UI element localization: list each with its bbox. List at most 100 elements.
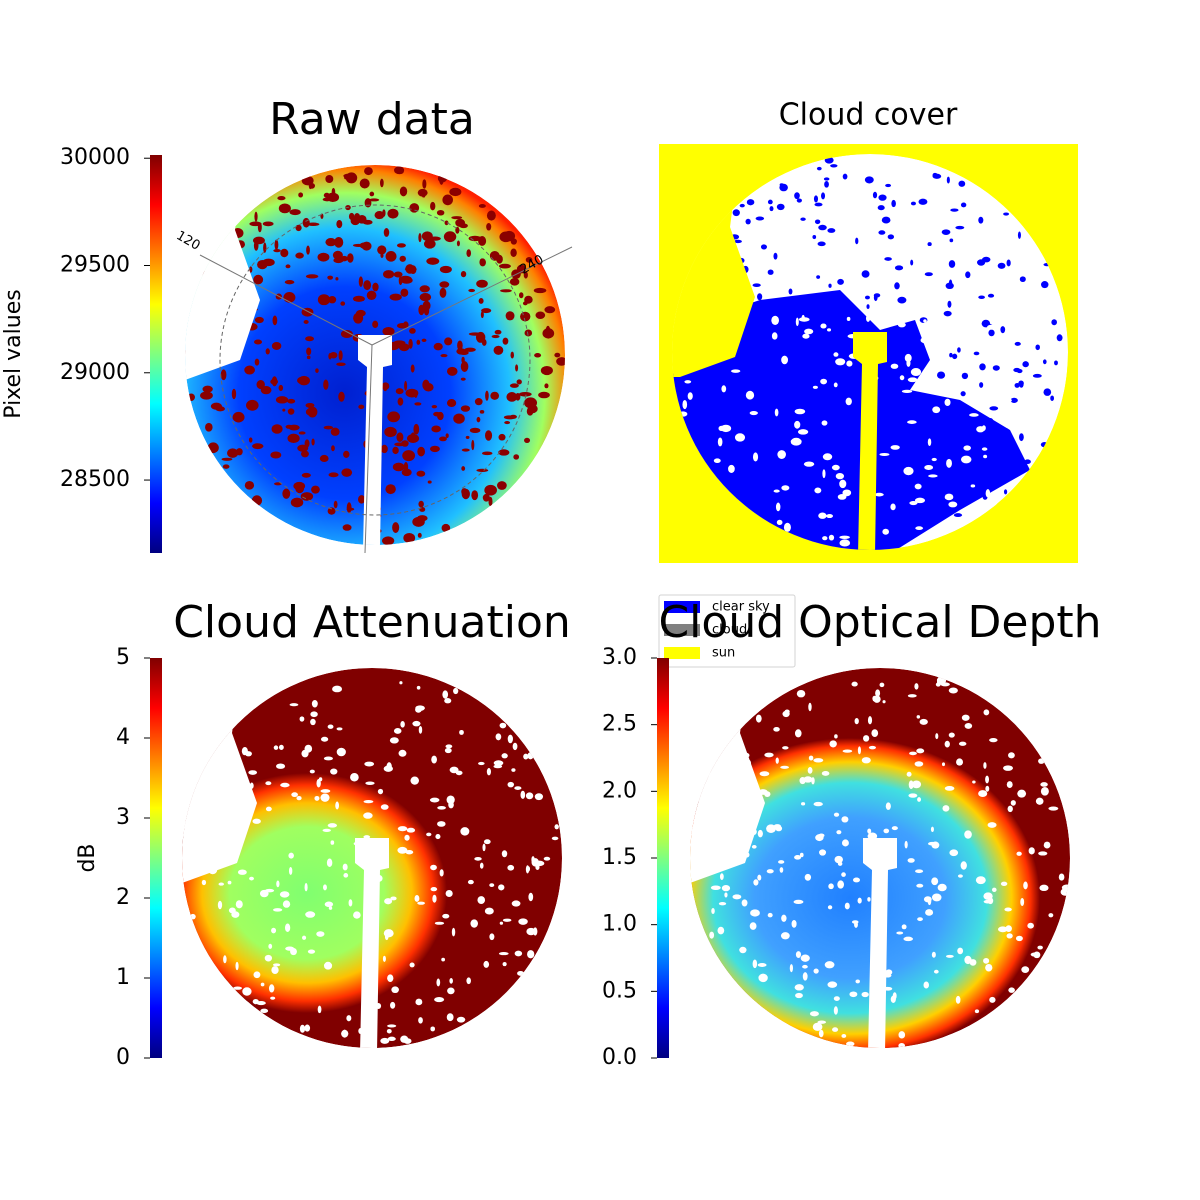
image-speck [393, 340, 406, 346]
image-speck [915, 526, 924, 531]
image-speck [970, 365, 979, 374]
image-speck [794, 729, 802, 738]
image-speck [997, 926, 1008, 933]
image-speck [486, 223, 492, 231]
image-speck [276, 763, 286, 769]
image-speck [416, 339, 421, 345]
image-speck [358, 276, 363, 287]
image-speck [443, 231, 457, 243]
image-speck [878, 230, 886, 235]
image-speck [430, 1026, 436, 1032]
image-speck [328, 906, 333, 910]
image-speck [554, 824, 559, 830]
image-speck [525, 865, 530, 874]
image-speck [395, 388, 404, 395]
image-speck [960, 202, 967, 208]
colorbar [657, 658, 669, 1058]
image-speck [218, 882, 224, 886]
image-speck [272, 315, 278, 326]
image-speck [500, 289, 512, 293]
image-speck [783, 522, 791, 532]
image-speck [875, 689, 881, 697]
image-speck [299, 716, 305, 722]
image-speck [833, 382, 838, 388]
image-speck [498, 449, 510, 456]
image-speck [841, 1034, 847, 1038]
image-speck [205, 422, 213, 432]
image-speck [254, 339, 263, 345]
cloud-region [672, 290, 1030, 550]
image-speck [833, 996, 840, 1001]
image-speck [751, 844, 757, 849]
image-speck [820, 378, 828, 385]
image-speck [187, 393, 195, 401]
image-speck [981, 319, 991, 328]
image-speck [852, 877, 860, 883]
image-speck [1000, 317, 1005, 325]
image-speck [767, 269, 774, 275]
image-speck [746, 199, 755, 206]
image-speck [824, 181, 829, 188]
image-speck [745, 218, 751, 225]
image-speck [544, 383, 549, 389]
image-speck [510, 351, 515, 359]
image-speck [509, 278, 520, 286]
image-speck [987, 822, 997, 828]
image-speck [265, 781, 272, 786]
image-speck [283, 292, 296, 303]
image-speck [767, 912, 773, 918]
image-speck [1013, 367, 1021, 373]
image-speck [343, 873, 349, 878]
image-speck [1048, 913, 1054, 918]
image-speck [822, 453, 833, 461]
image-speck [479, 258, 485, 265]
image-speck [540, 365, 553, 376]
image-speck [1050, 395, 1054, 401]
image-speck [821, 771, 830, 776]
image-speck [749, 922, 757, 930]
image-speck [972, 780, 976, 784]
image-speck [244, 480, 255, 490]
image-speck [941, 762, 946, 767]
image-speck [885, 183, 892, 188]
image-speck [437, 411, 444, 421]
image-speck [464, 347, 476, 352]
image-speck [311, 485, 320, 494]
image-speck [301, 472, 311, 478]
image-speck [402, 450, 416, 462]
image-speck [866, 304, 870, 309]
image-speck [372, 320, 379, 329]
image-speck [822, 536, 828, 541]
image-speck [385, 484, 396, 495]
image-speck [867, 716, 873, 725]
image-speck [259, 889, 269, 898]
image-speck [885, 802, 891, 810]
image-speck [824, 961, 835, 969]
image-speck [327, 823, 338, 828]
image-speck [478, 298, 484, 304]
image-speck [364, 167, 373, 176]
image-speck [928, 474, 938, 478]
image-speck [296, 795, 302, 801]
image-speck [757, 829, 763, 838]
image-speck [248, 770, 258, 775]
image-speck [814, 487, 822, 494]
image-speck [392, 462, 405, 472]
image-speck [855, 237, 859, 245]
image-speck [244, 365, 255, 375]
image-speck [1040, 787, 1049, 796]
image-speck [424, 237, 429, 241]
image-speck [405, 850, 414, 855]
image-speck [393, 728, 402, 734]
image-speck [328, 353, 332, 360]
image-speck [470, 919, 478, 928]
image-speck [493, 345, 504, 355]
image-speck [248, 437, 253, 443]
image-speck [502, 337, 509, 345]
image-speck [380, 1037, 390, 1044]
image-speck [439, 869, 444, 877]
image-speck [509, 383, 519, 388]
image-speck [964, 407, 972, 414]
image-speck [739, 946, 747, 954]
image-speck [310, 718, 316, 726]
